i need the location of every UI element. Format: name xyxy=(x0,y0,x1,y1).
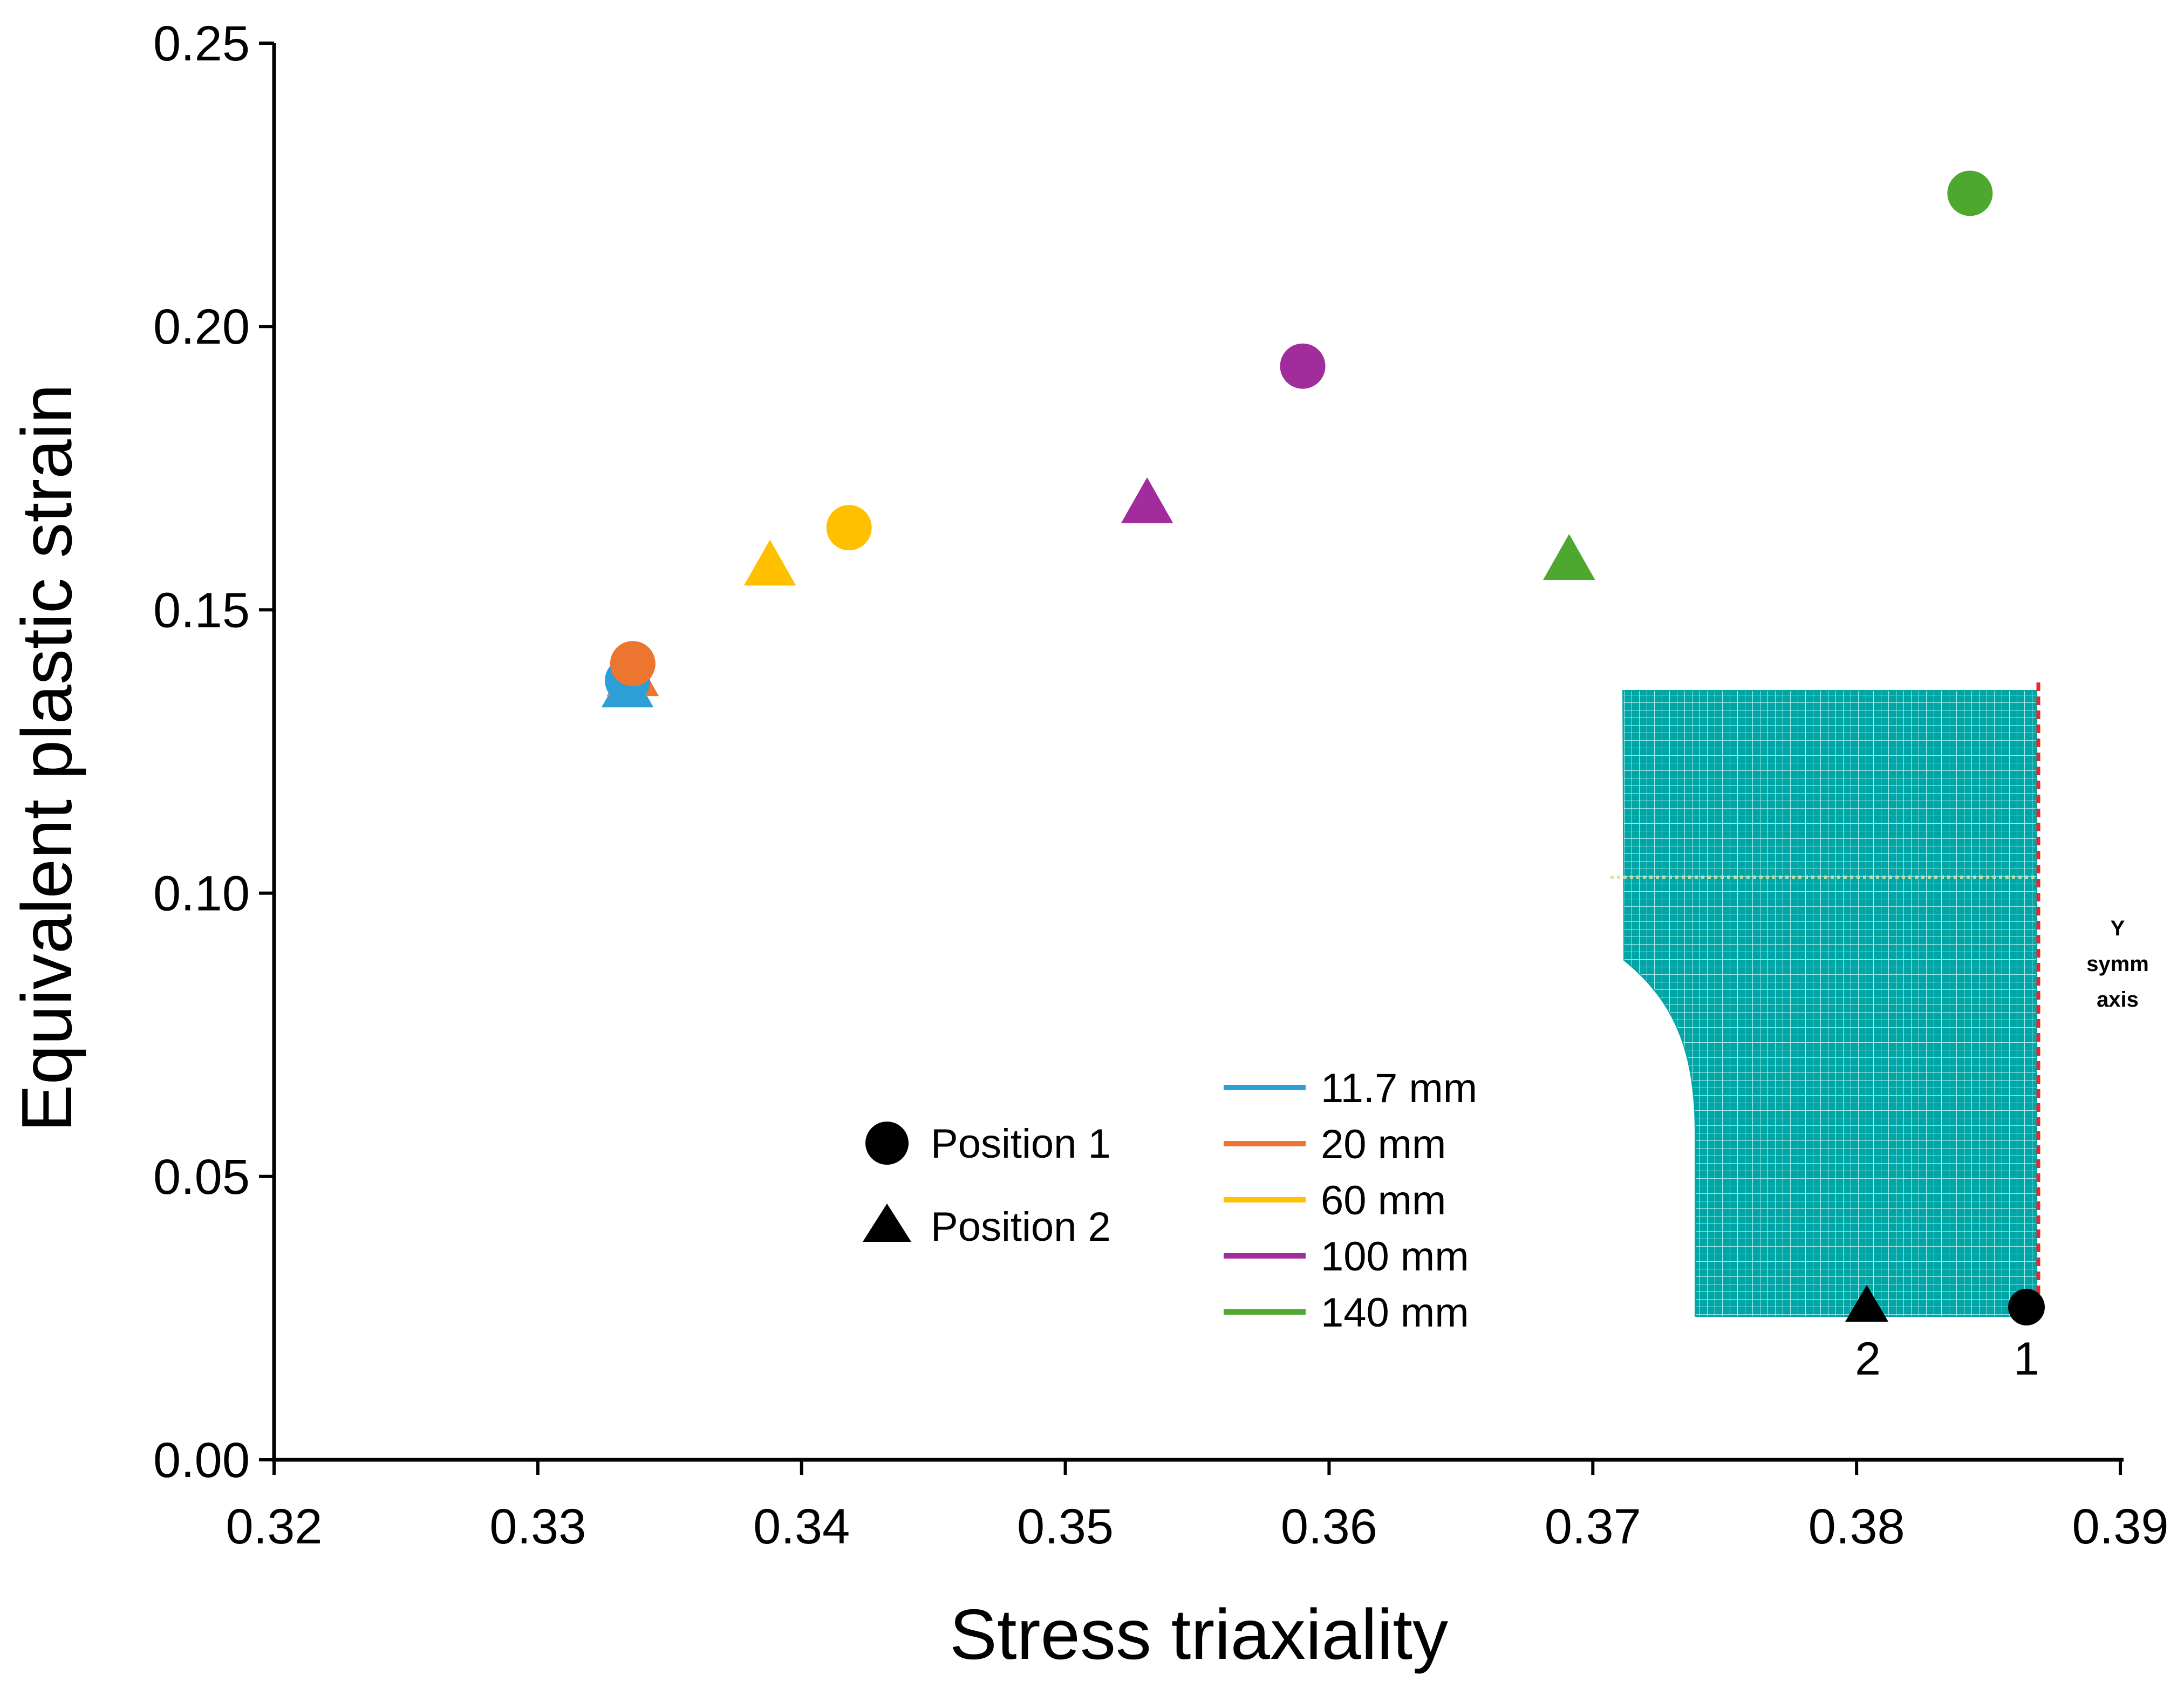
x-tick-label: 0.38 xyxy=(1808,1499,1905,1554)
x-tick-label: 0.39 xyxy=(2072,1499,2168,1554)
legend-position-2-marker xyxy=(863,1204,911,1242)
legend-label-100-mm: 100 mm xyxy=(1321,1234,1469,1280)
x-axis-title: Stress triaxiality xyxy=(950,1595,1448,1674)
series-legend: 11.7 mm 20 mm 60 mm 100 mm 140 mm xyxy=(1224,1065,1477,1336)
legend-label-20-mm: 20 mm xyxy=(1321,1122,1446,1167)
point-position-1-140-mm xyxy=(1947,170,1993,216)
axes xyxy=(272,43,2124,1462)
legend-position-1-label: Position 1 xyxy=(931,1121,1111,1167)
point-position-1-20-mm xyxy=(610,641,656,687)
y-tick-label: 0.05 xyxy=(153,1150,250,1205)
x-tick-label: 0.33 xyxy=(489,1499,586,1554)
inset-position-2-marker xyxy=(1845,1285,1888,1322)
symmetry-axis-label-axis: axis xyxy=(2097,988,2139,1011)
point-position-2-140-mm xyxy=(1543,534,1595,580)
legend-label-60-mm: 60 mm xyxy=(1321,1178,1446,1224)
legend-label-140-mm: 140 mm xyxy=(1321,1290,1469,1336)
point-position-1-100-mm xyxy=(1280,343,1326,389)
inset-position-1-marker xyxy=(2008,1289,2045,1325)
point-position-1-60-mm xyxy=(826,505,872,551)
inset-position-2-label: 2 xyxy=(1855,1333,1881,1385)
y-tick-label: 0.00 xyxy=(153,1433,250,1488)
y-tick-label: 0.20 xyxy=(153,299,250,354)
specimen-mesh-inset: Y symm axis 1 2 xyxy=(1610,682,2149,1385)
point-position-2-100-mm xyxy=(1121,477,1173,523)
x-tick-label: 0.32 xyxy=(226,1499,322,1554)
x-tick-label: 0.37 xyxy=(1545,1499,1641,1554)
x-tick-label: 0.36 xyxy=(1281,1499,1377,1554)
data-points xyxy=(601,170,1993,708)
x-tick-label: 0.35 xyxy=(1017,1499,1114,1554)
y-tick-label: 0.25 xyxy=(153,16,250,71)
y-ticks: 0.00 0.05 0.10 0.15 0.20 0.25 xyxy=(153,16,274,1488)
y-tick-label: 0.15 xyxy=(153,583,250,638)
specimen-mesh xyxy=(1622,690,2037,1317)
inset-position-1-label: 1 xyxy=(2014,1333,2039,1385)
legend-position-1-marker xyxy=(865,1122,909,1165)
legend-position-2-label: Position 2 xyxy=(931,1204,1111,1250)
y-axis-title: Equivalent plastic strain xyxy=(7,384,86,1132)
x-ticks: 0.32 0.33 0.34 0.35 0.36 0.37 0.38 0.39 xyxy=(226,1460,2169,1554)
marker-legend: Position 1 Position 2 xyxy=(863,1121,1111,1250)
y-tick-label: 0.10 xyxy=(153,866,250,921)
point-position-2-60-mm xyxy=(743,539,796,586)
symmetry-axis-label-y: Y xyxy=(2111,917,2125,940)
x-tick-label: 0.34 xyxy=(753,1499,850,1554)
legend-label-11-7-mm: 11.7 mm xyxy=(1321,1065,1477,1111)
symmetry-axis-label-symm: symm xyxy=(2086,952,2149,976)
